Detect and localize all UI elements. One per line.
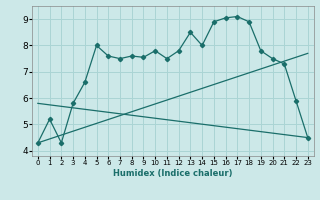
X-axis label: Humidex (Indice chaleur): Humidex (Indice chaleur) [113, 169, 233, 178]
